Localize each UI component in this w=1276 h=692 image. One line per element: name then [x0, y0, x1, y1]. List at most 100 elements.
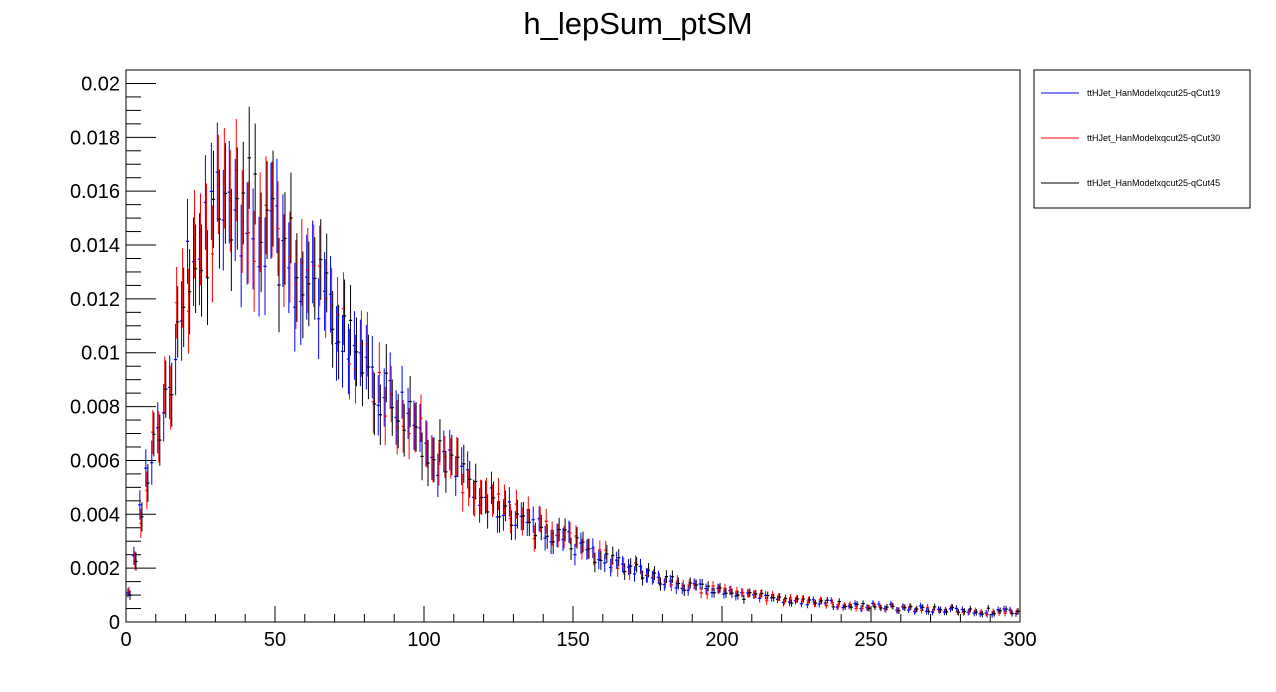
data-point	[855, 601, 859, 608]
data-point	[694, 579, 698, 591]
data-point	[860, 605, 864, 612]
data-point	[623, 563, 627, 580]
data-point	[485, 495, 490, 529]
data-point	[789, 599, 794, 607]
data-point	[587, 538, 591, 559]
data-point	[372, 372, 377, 436]
data-point	[640, 570, 645, 586]
data-point	[402, 403, 406, 457]
y-tick-label: 0.02	[81, 73, 120, 95]
data-point	[271, 150, 275, 247]
data-point	[741, 588, 745, 598]
data-point	[974, 609, 978, 616]
data-point	[414, 402, 418, 452]
data-point	[718, 583, 722, 593]
data-point	[377, 342, 381, 403]
data-point	[462, 444, 466, 483]
data-point	[805, 601, 810, 609]
y-tick-label: 0.006	[70, 450, 120, 472]
data-point	[331, 291, 335, 368]
x-tick-label: 250	[854, 629, 887, 651]
data-point	[370, 335, 374, 399]
data-point	[134, 552, 138, 571]
data-point	[138, 490, 142, 520]
data-point	[813, 599, 818, 607]
data-point	[617, 549, 621, 567]
data-point	[497, 501, 502, 533]
data-point	[605, 544, 609, 564]
data-point	[861, 600, 865, 607]
data-point	[652, 566, 657, 581]
data-point	[722, 589, 726, 599]
data-point	[670, 570, 675, 583]
data-point	[986, 604, 990, 612]
data-point	[669, 578, 673, 592]
data-point	[778, 593, 782, 601]
data-point	[246, 181, 250, 284]
data-point	[152, 412, 156, 457]
data-point	[563, 518, 567, 542]
data-point	[527, 508, 531, 537]
data-point	[426, 439, 430, 487]
data-point	[931, 606, 936, 614]
data-point	[599, 551, 603, 570]
legend-label: ttHJet_HanModelxqcut25-qCut19	[1087, 88, 1220, 98]
data-point	[128, 590, 132, 600]
data-point	[825, 596, 829, 604]
data-point	[634, 556, 639, 573]
y-tick-label: 0	[109, 612, 120, 634]
legend-entry: ttHJet_HanModelxqcut25-qCut45	[1041, 178, 1220, 188]
y-tick-label: 0.01	[81, 343, 120, 365]
data-point	[468, 460, 472, 498]
data-point	[711, 580, 715, 591]
data-point	[853, 600, 857, 607]
data-point	[319, 219, 323, 300]
data-point	[956, 608, 961, 616]
data-point	[616, 559, 620, 577]
data-point	[454, 456, 458, 497]
data-point	[954, 605, 959, 612]
data-point	[568, 521, 572, 545]
data-point	[944, 608, 949, 616]
data-point	[799, 600, 804, 608]
data-point	[754, 589, 758, 599]
data-point	[817, 600, 821, 608]
data-point	[460, 447, 464, 486]
data-point	[837, 598, 841, 605]
legend: ttHJet_HanModelxqcut25-qCut19 ttHJet_HanM…	[1033, 69, 1251, 209]
data-point	[801, 595, 806, 603]
data-point	[376, 375, 380, 436]
x-tick-label: 150	[556, 629, 589, 651]
data-point	[730, 588, 734, 598]
data-point	[501, 500, 506, 531]
data-point	[366, 334, 371, 400]
data-point	[480, 480, 484, 515]
data-point	[390, 379, 394, 436]
data-point	[867, 605, 871, 612]
data-point	[712, 587, 716, 598]
data-point	[807, 596, 812, 604]
data-point	[836, 602, 840, 610]
data-point	[788, 594, 793, 602]
data-point	[432, 437, 436, 483]
data-point	[420, 432, 424, 481]
data-point	[765, 596, 769, 605]
x-tick-label: 50	[264, 629, 286, 651]
data-point	[811, 596, 815, 604]
data-point	[760, 589, 764, 598]
data-point	[748, 588, 752, 597]
data-point	[1003, 609, 1007, 617]
data-point	[918, 602, 923, 610]
data-point	[573, 543, 577, 566]
x-tick-label: 200	[705, 629, 738, 651]
data-point	[515, 499, 520, 529]
data-point	[223, 143, 228, 244]
data-point	[265, 161, 269, 260]
data-point	[384, 344, 388, 403]
data-point	[575, 527, 579, 549]
data-point	[140, 502, 144, 532]
data-point	[1010, 610, 1014, 617]
data-point	[885, 603, 889, 611]
x-tick-label: 0	[120, 629, 131, 651]
